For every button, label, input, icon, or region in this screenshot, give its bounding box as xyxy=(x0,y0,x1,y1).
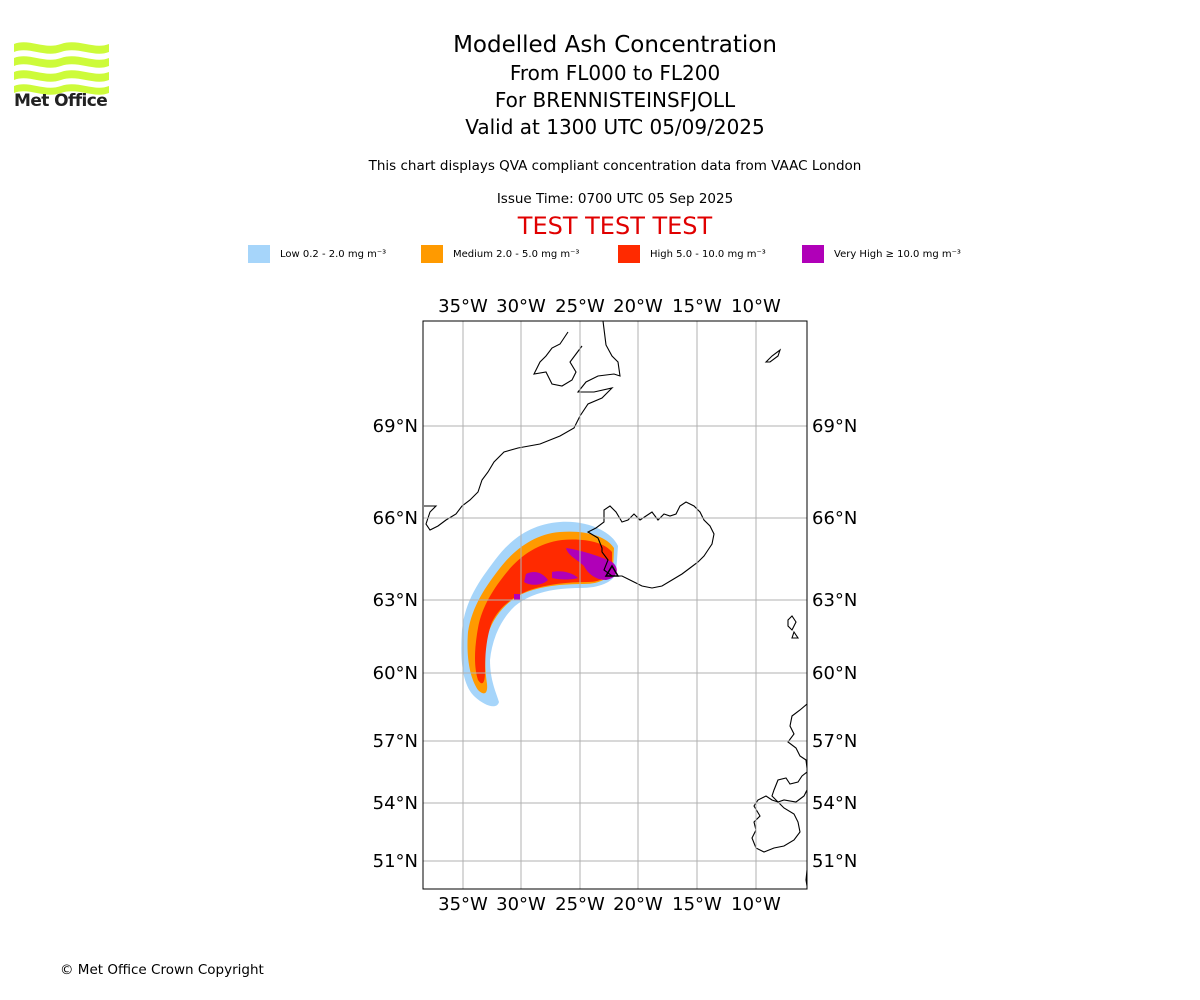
copyright-notice: © Met Office Crown Copyright xyxy=(60,962,264,978)
met-office-logo-icon xyxy=(14,42,109,95)
legend-item-very-high: Very High ≥ 10.0 mg m⁻³ xyxy=(802,244,961,264)
coastline-faroe xyxy=(787,615,800,639)
lat-label-left-69n: 69°N xyxy=(373,416,418,437)
coastline-scotland xyxy=(771,703,807,803)
lat-label-right-69n: 69°N xyxy=(812,416,857,437)
legend: Low 0.2 - 2.0 mg m⁻³ Medium 2.0 - 5.0 mg… xyxy=(0,244,1200,264)
graticule xyxy=(423,321,807,889)
lon-label-top-20w: 20°W xyxy=(613,296,663,317)
legend-item-medium: Medium 2.0 - 5.0 mg m⁻³ xyxy=(421,244,579,264)
legend-swatch-medium xyxy=(421,245,443,263)
chart-title: Modelled Ash Concentration From FL000 to… xyxy=(415,30,815,141)
test-banner: TEST TEST TEST xyxy=(517,212,713,240)
lat-label-left-51n: 51°N xyxy=(373,851,418,872)
lon-label-top-25w: 25°W xyxy=(555,296,605,317)
map-frame xyxy=(422,320,808,890)
lat-label-left-66n: 66°N xyxy=(373,508,418,529)
lon-label-bottom-35w: 35°W xyxy=(438,894,488,915)
lat-label-left-57n: 57°N xyxy=(373,731,418,752)
lat-label-right-63n: 63°N xyxy=(812,590,857,611)
coastline-greenland xyxy=(424,321,621,531)
legend-swatch-low xyxy=(248,245,270,263)
coastline-jan-mayen xyxy=(764,348,782,363)
disclaimer-text: This chart displays QVA compliant concen… xyxy=(368,158,862,174)
lon-label-top-30w: 30°W xyxy=(496,296,546,317)
lat-label-right-51n: 51°N xyxy=(812,851,857,872)
lat-label-left-63n: 63°N xyxy=(373,590,418,611)
lat-label-right-66n: 66°N xyxy=(812,508,857,529)
ash-very-high-area xyxy=(514,548,617,600)
lon-label-bottom-10w: 10°W xyxy=(731,894,781,915)
lon-label-bottom-15w: 15°W xyxy=(672,894,722,915)
lon-label-top-35w: 35°W xyxy=(438,296,488,317)
legend-label-very-high: Very High ≥ 10.0 mg m⁻³ xyxy=(834,248,961,260)
legend-item-high: High 5.0 - 10.0 mg m⁻³ xyxy=(618,244,766,264)
legend-label-low: Low 0.2 - 2.0 mg m⁻³ xyxy=(280,248,387,260)
lon-label-top-15w: 15°W xyxy=(672,296,722,317)
lat-label-left-60n: 60°N xyxy=(373,663,418,684)
lon-label-bottom-25w: 25°W xyxy=(555,894,605,915)
coastline-ireland xyxy=(751,795,801,853)
lat-label-right-57n: 57°N xyxy=(812,731,857,752)
lat-label-left-54n: 54°N xyxy=(373,793,418,814)
legend-swatch-very-high xyxy=(802,245,824,263)
title-line-1: Modelled Ash Concentration xyxy=(453,32,777,58)
ash-high-area xyxy=(475,539,612,684)
legend-label-high: High 5.0 - 10.0 mg m⁻³ xyxy=(650,248,766,260)
legend-swatch-high xyxy=(618,245,640,263)
lon-label-bottom-30w: 30°W xyxy=(496,894,546,915)
lon-label-top-10w: 10°W xyxy=(731,296,781,317)
title-line-2: From FL000 to FL200 xyxy=(509,61,721,85)
title-line-3: For BRENNISTEINSFJOLL xyxy=(494,88,736,112)
lon-label-bottom-20w: 20°W xyxy=(613,894,663,915)
legend-label-medium: Medium 2.0 - 5.0 mg m⁻³ xyxy=(453,248,580,260)
coastline-greenland-bay xyxy=(533,331,583,387)
org-name: Met Office xyxy=(14,91,108,111)
lat-label-right-54n: 54°N xyxy=(812,793,857,814)
lat-label-right-60n: 60°N xyxy=(812,663,857,684)
issue-time: Issue Time: 0700 UTC 05 Sep 2025 xyxy=(496,191,734,207)
title-line-4: Valid at 1300 UTC 05/09/2025 xyxy=(465,115,765,139)
legend-item-low: Low 0.2 - 2.0 mg m⁻³ xyxy=(248,244,386,264)
